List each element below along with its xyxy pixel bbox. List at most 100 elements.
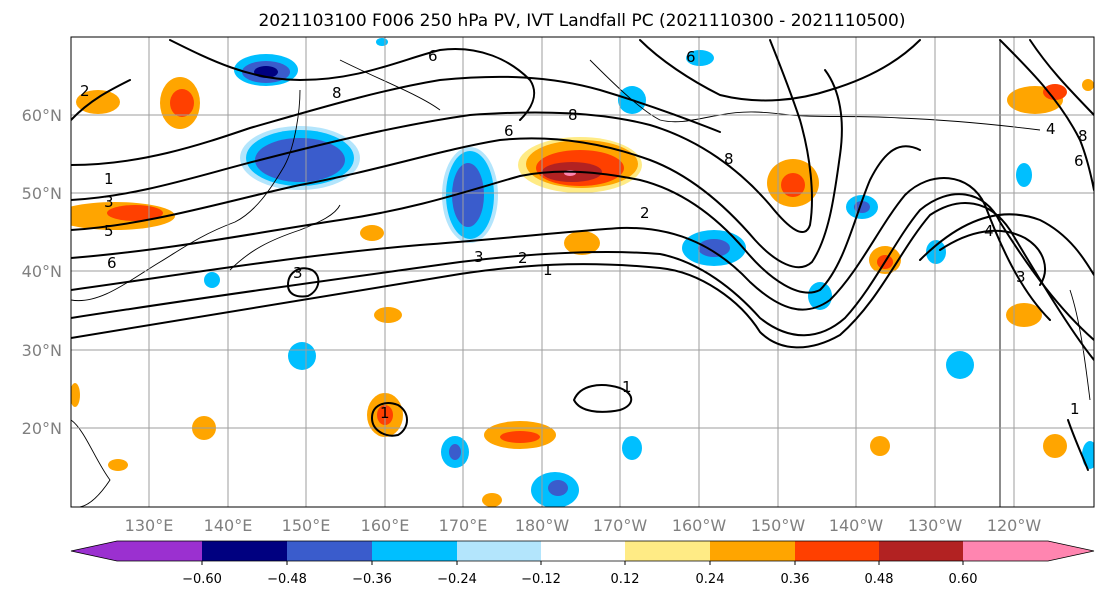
contour-line	[919, 213, 1094, 276]
colorbar-segment	[457, 541, 541, 561]
lon-label-140w: 140°W	[829, 516, 884, 535]
contour-label: 8	[332, 84, 342, 102]
colorbar-segment	[202, 541, 287, 561]
contour-label: 4	[1046, 120, 1056, 138]
shaded-fields	[71, 38, 1094, 507]
latitude-labels: 60°N 50°N 40°N 30°N 20°N	[22, 106, 62, 438]
lon-label-150e: 150°E	[282, 516, 331, 535]
contour-line	[1029, 39, 1094, 116]
contour-label: 8	[724, 150, 734, 168]
lon-label-120w: 120°W	[987, 516, 1042, 535]
contour-line	[1067, 419, 1089, 471]
lat-label-30: 30°N	[22, 341, 62, 360]
contour-label: 6	[1074, 152, 1084, 170]
contour-label: 1	[104, 170, 114, 188]
lon-label-160w: 160°W	[672, 516, 727, 535]
contour-label: 3	[104, 193, 114, 211]
contour-label: 5	[104, 222, 114, 240]
contour-label: 1	[1070, 400, 1080, 418]
contour-line	[71, 79, 131, 121]
map-frame	[70, 36, 1095, 508]
colorbar-tick-label: −0.36	[352, 572, 392, 587]
contour-line	[71, 75, 721, 166]
colorbar-segment	[625, 541, 710, 561]
contour-label: 8	[568, 106, 578, 124]
colorbar-tick-label: −0.48	[267, 572, 307, 587]
contour-label: 1	[622, 378, 632, 396]
colorbar-tick-label: −0.24	[437, 572, 477, 587]
contour-line	[71, 202, 1094, 361]
colorbar-tick-label: 0.24	[696, 572, 725, 587]
map-background	[71, 37, 1094, 507]
lon-label-130e: 130°E	[125, 516, 174, 535]
contour-label: 1	[543, 261, 553, 279]
colorbar-segment	[963, 541, 1048, 561]
contour-label: 6	[107, 254, 117, 272]
colorbar-segment	[287, 541, 372, 561]
contour-line	[71, 193, 1094, 341]
contour-label: 2	[518, 249, 528, 267]
contour-label: 8	[1078, 127, 1088, 145]
gridlines	[71, 37, 1094, 507]
contour-line	[639, 39, 921, 102]
lon-label-140e: 140°E	[204, 516, 253, 535]
colorbar-tick-label: −0.60	[182, 572, 222, 587]
contour-label: 1	[380, 404, 390, 422]
lat-label-40: 40°N	[22, 262, 62, 281]
colorbar-tick-label: 0.36	[781, 572, 810, 587]
lon-label-180w: 180°W	[515, 516, 570, 535]
negative-blob-small	[204, 38, 1094, 507]
colorbar-outline	[70, 540, 1095, 562]
lon-label-170e: 170°E	[439, 516, 488, 535]
colorbar-segment	[117, 541, 202, 561]
colorbar-tick-labels: −0.60 −0.48 −0.36 −0.24 −0.12 0.12 0.24 …	[182, 572, 977, 587]
contour-label: 3	[474, 248, 484, 266]
contour-line	[999, 39, 1094, 191]
contour-line	[71, 145, 921, 294]
colorbar-segment	[372, 541, 457, 561]
contour-line	[287, 267, 320, 298]
contour-line	[371, 402, 408, 437]
colorbar-tick-label: 0.60	[949, 572, 978, 587]
contour-label: 3	[1016, 268, 1026, 286]
contour-line	[169, 39, 536, 121]
negative-blob-north	[234, 54, 298, 86]
colorbar-segment	[710, 541, 795, 561]
contour-label: 4	[984, 222, 994, 240]
contour-line	[71, 177, 1051, 321]
longitude-labels: 130°E 140°E 150°E 160°E 170°E 180°W 170°…	[125, 516, 1042, 535]
colorbar-segment	[541, 541, 625, 561]
lat-label-20: 20°N	[22, 419, 62, 438]
lon-label-130w: 130°W	[908, 516, 963, 535]
contour-label: 6	[686, 48, 696, 66]
lat-label-60: 60°N	[22, 106, 62, 125]
contour-line	[71, 69, 843, 269]
colorbar-tick-label: 0.12	[611, 572, 640, 587]
pv-contours	[71, 39, 1094, 471]
contour-label: 6	[504, 122, 514, 140]
map-area: 1 3 5 6 2 3 6 8 6 8 3 2 1 2 8 4 3 4 6 8	[70, 36, 1095, 508]
colorbar-extend-high	[1048, 541, 1094, 561]
contour-labels: 1 3 5 6 2 3 6 8 6 8 3 2 1 2 8 4 3 4 6 8	[80, 47, 1088, 422]
positive-blob-aleutian	[518, 137, 642, 193]
negative-blob-gulf	[682, 230, 746, 266]
contour-label: 2	[80, 82, 90, 100]
colorbar-segment	[879, 541, 963, 561]
colorbar-tick-label: −0.12	[521, 572, 561, 587]
contour-label: 3	[293, 264, 303, 282]
contour-label: 2	[640, 204, 650, 222]
lon-label-160e: 160°E	[361, 516, 410, 535]
negative-blob-kamchatka	[240, 126, 360, 190]
colorbar-extend-low	[71, 541, 117, 561]
colorbar-tick-label: 0.48	[865, 572, 894, 587]
contour-line	[939, 229, 1046, 286]
colorbar: −0.60 −0.48 −0.36 −0.24 −0.12 0.12 0.24 …	[70, 540, 1095, 587]
lon-label-170w: 170°W	[593, 516, 648, 535]
lat-label-50: 50°N	[22, 184, 62, 203]
chart-title: 2021103100 F006 250 hPa PV, IVT Landfall…	[258, 11, 905, 31]
contour-label: 6	[428, 47, 438, 65]
contour-line	[573, 384, 633, 413]
negative-blob-central	[442, 147, 498, 243]
contour-line	[71, 39, 813, 234]
